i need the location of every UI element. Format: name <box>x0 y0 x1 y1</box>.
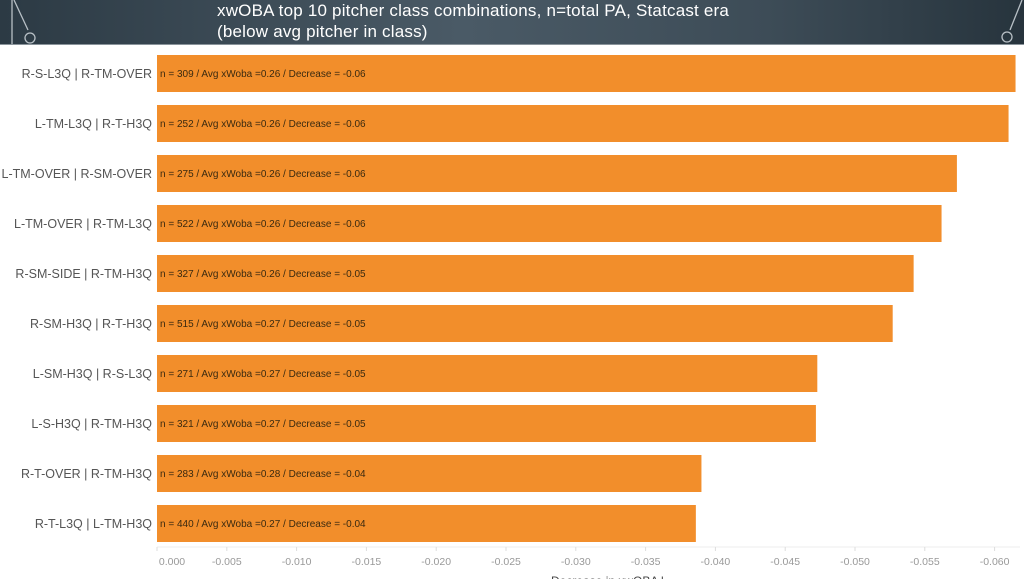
x-tick-label: -0.020 <box>421 556 451 568</box>
chart-title-line2: (below avg pitcher in class) <box>217 22 428 41</box>
x-tick-label: -0.005 <box>212 556 242 568</box>
data-label: n = 327 / Avg xWoba =0.26 / Decrease = -… <box>160 269 366 280</box>
title-banner: xwOBA top 10 pitcher class combinations,… <box>0 0 1024 45</box>
bar <box>157 55 1016 92</box>
category-label: R-T-L3Q | L-TM-H3Q <box>35 517 152 531</box>
bar <box>157 505 696 542</box>
data-label: n = 252 / Avg xWoba =0.26 / Decrease = -… <box>160 119 366 130</box>
category-label: L-TM-OVER | R-SM-OVER <box>2 167 152 181</box>
category-label: R-T-OVER | R-TM-H3Q <box>21 467 152 481</box>
bar <box>157 355 818 392</box>
x-axis-title: Decrease in xwOBA l... <box>551 574 674 579</box>
data-label: n = 283 / Avg xWoba =0.28 / Decrease = -… <box>160 469 366 480</box>
x-tick-label: -0.045 <box>770 556 800 568</box>
x-tick-label: -0.040 <box>701 556 731 568</box>
category-label: R-S-L3Q | R-TM-OVER <box>22 67 152 81</box>
x-tick-label: -0.010 <box>282 556 312 568</box>
category-label: R-SM-H3Q | R-T-H3Q <box>30 317 152 331</box>
bar <box>157 305 893 342</box>
data-label: n = 309 / Avg xWoba =0.26 / Decrease = -… <box>160 69 366 80</box>
x-tick-label: 0.000 <box>159 556 185 568</box>
category-label: L-SM-H3Q | R-S-L3Q <box>33 367 153 381</box>
x-tick-label: -0.030 <box>561 556 591 568</box>
data-label: n = 271 / Avg xWoba =0.27 / Decrease = -… <box>160 369 366 380</box>
category-label: L-TM-OVER | R-TM-L3Q <box>14 217 152 231</box>
data-label: n = 515 / Avg xWoba =0.27 / Decrease = -… <box>160 319 366 330</box>
data-label: n = 275 / Avg xWoba =0.26 / Decrease = -… <box>160 169 366 180</box>
x-tick-label: -0.035 <box>631 556 661 568</box>
x-tick-label: -0.025 <box>491 556 521 568</box>
x-tick-label: -0.050 <box>840 556 870 568</box>
category-label: L-S-H3Q | R-TM-H3Q <box>31 417 152 431</box>
bar <box>157 155 957 192</box>
data-label: n = 522 / Avg xWoba =0.26 / Decrease = -… <box>160 219 366 230</box>
x-tick-label: -0.015 <box>352 556 382 568</box>
x-tick-label: -0.055 <box>910 556 940 568</box>
data-label: n = 321 / Avg xWoba =0.27 / Decrease = -… <box>160 419 366 430</box>
bar <box>157 255 914 292</box>
bar <box>157 105 1009 142</box>
category-label: R-SM-SIDE | R-TM-H3Q <box>15 267 152 281</box>
category-label: L-TM-L3Q | R-T-H3Q <box>35 117 152 131</box>
bar <box>157 205 942 242</box>
x-tick-label: -0.060 <box>980 556 1010 568</box>
bar <box>157 405 816 442</box>
chart-title-line1: xwOBA top 10 pitcher class combinations,… <box>217 1 730 20</box>
bar <box>157 455 702 492</box>
circuit-decoration-icon <box>11 0 1023 44</box>
data-label: n = 440 / Avg xWoba =0.27 / Decrease = -… <box>160 519 366 530</box>
